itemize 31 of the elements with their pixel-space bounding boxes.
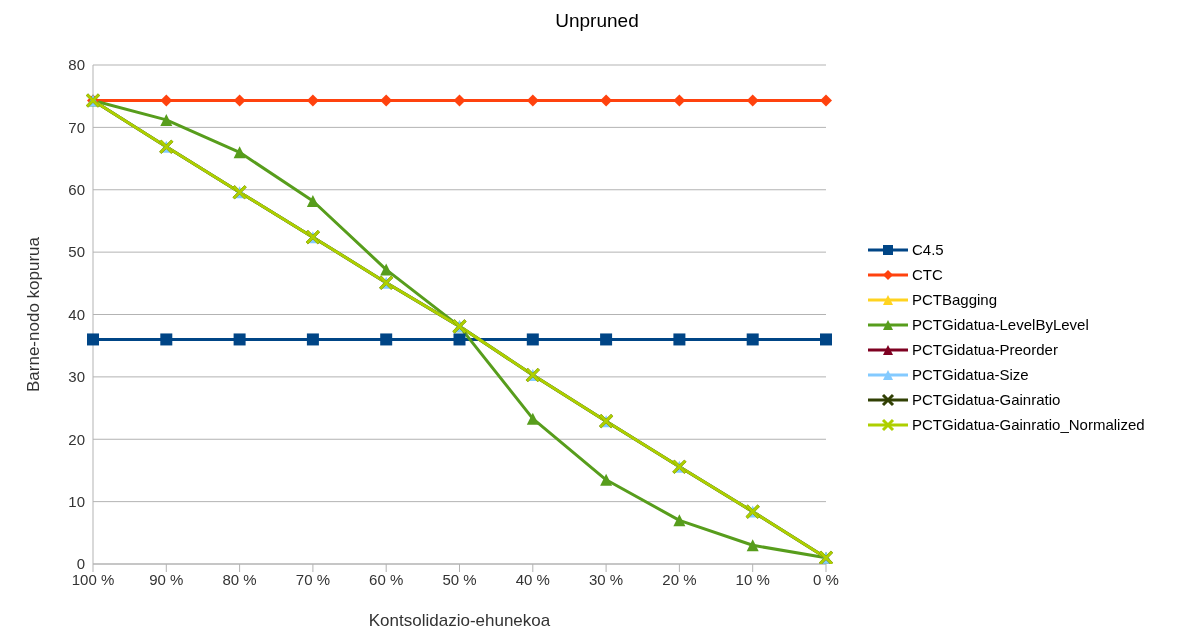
x-tick-label: 50 % (442, 570, 477, 588)
x-tick-label: 20 % (662, 570, 697, 588)
x-tick-label: 10 % (735, 570, 770, 588)
x-tick-label: 40 % (515, 570, 550, 588)
legend-label: CTC (912, 266, 943, 283)
legend-label: PCTGidatua-Gainratio (912, 391, 1061, 408)
x-tick-label: 70 % (295, 570, 330, 588)
y-tick-label: 10 (68, 492, 85, 510)
legend-label: PCTGidatua-Size (912, 366, 1029, 383)
legend-label: PCTGidatua-LevelByLevel (912, 316, 1089, 333)
x-axis-title: Kontsolidazio-ehunekoa (368, 611, 551, 630)
legend-label: C4.5 (912, 241, 944, 258)
legend-label: PCTGidatua-Preorder (912, 341, 1058, 358)
x-tick-label: 90 % (149, 570, 184, 588)
y-tick-label: 40 (68, 305, 85, 323)
legend-label: PCTGidatua-Gainratio_Normalized (912, 416, 1145, 433)
y-tick-label: 30 (68, 368, 85, 386)
chart-title: Unpruned (554, 9, 640, 33)
y-tick-label: 20 (68, 430, 85, 448)
x-tick-label: 100 % (71, 570, 115, 588)
y-tick-label: 80 (68, 56, 85, 74)
x-tick-label: 80 % (222, 570, 257, 588)
y-axis-title: Barne-nodo kopurua (24, 236, 44, 393)
y-tick-label: 70 (68, 118, 85, 136)
legend-label: PCTBagging (912, 291, 998, 308)
x-tick-label: 30 % (589, 570, 624, 588)
y-tick-label: 60 (68, 181, 85, 199)
y-tick-label: 0 (76, 555, 85, 573)
y-tick-label: 50 (68, 243, 85, 261)
x-tick-label: 60 % (369, 570, 404, 588)
x-tick-label: 0 % (813, 570, 839, 588)
